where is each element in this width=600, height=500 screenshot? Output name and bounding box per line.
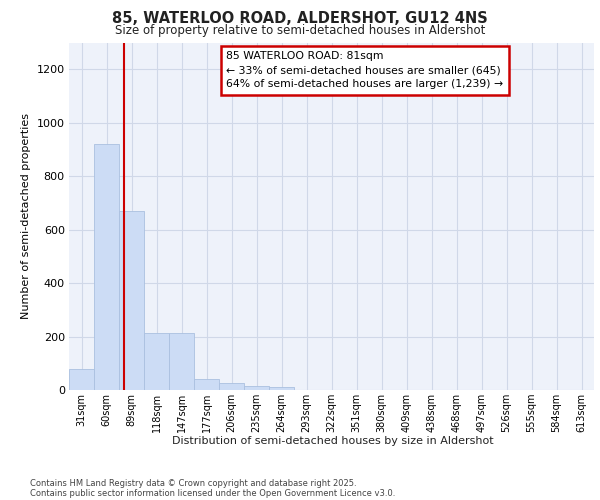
Text: Contains HM Land Registry data © Crown copyright and database right 2025.: Contains HM Land Registry data © Crown c… bbox=[30, 479, 356, 488]
Bar bbox=[169, 332, 194, 390]
Bar bbox=[94, 144, 119, 390]
Bar bbox=[144, 332, 169, 390]
Bar bbox=[219, 384, 244, 390]
Text: Contains public sector information licensed under the Open Government Licence v3: Contains public sector information licen… bbox=[30, 489, 395, 498]
Text: Distribution of semi-detached houses by size in Aldershot: Distribution of semi-detached houses by … bbox=[172, 436, 494, 446]
Bar bbox=[69, 368, 94, 390]
Text: 85, WATERLOO ROAD, ALDERSHOT, GU12 4NS: 85, WATERLOO ROAD, ALDERSHOT, GU12 4NS bbox=[112, 11, 488, 26]
Bar bbox=[269, 388, 294, 390]
Bar bbox=[244, 386, 269, 390]
Bar bbox=[119, 211, 144, 390]
Text: Size of property relative to semi-detached houses in Aldershot: Size of property relative to semi-detach… bbox=[115, 24, 485, 37]
Text: 85 WATERLOO ROAD: 81sqm
← 33% of semi-detached houses are smaller (645)
64% of s: 85 WATERLOO ROAD: 81sqm ← 33% of semi-de… bbox=[227, 51, 503, 89]
Bar bbox=[194, 380, 219, 390]
Y-axis label: Number of semi-detached properties: Number of semi-detached properties bbox=[21, 114, 31, 320]
